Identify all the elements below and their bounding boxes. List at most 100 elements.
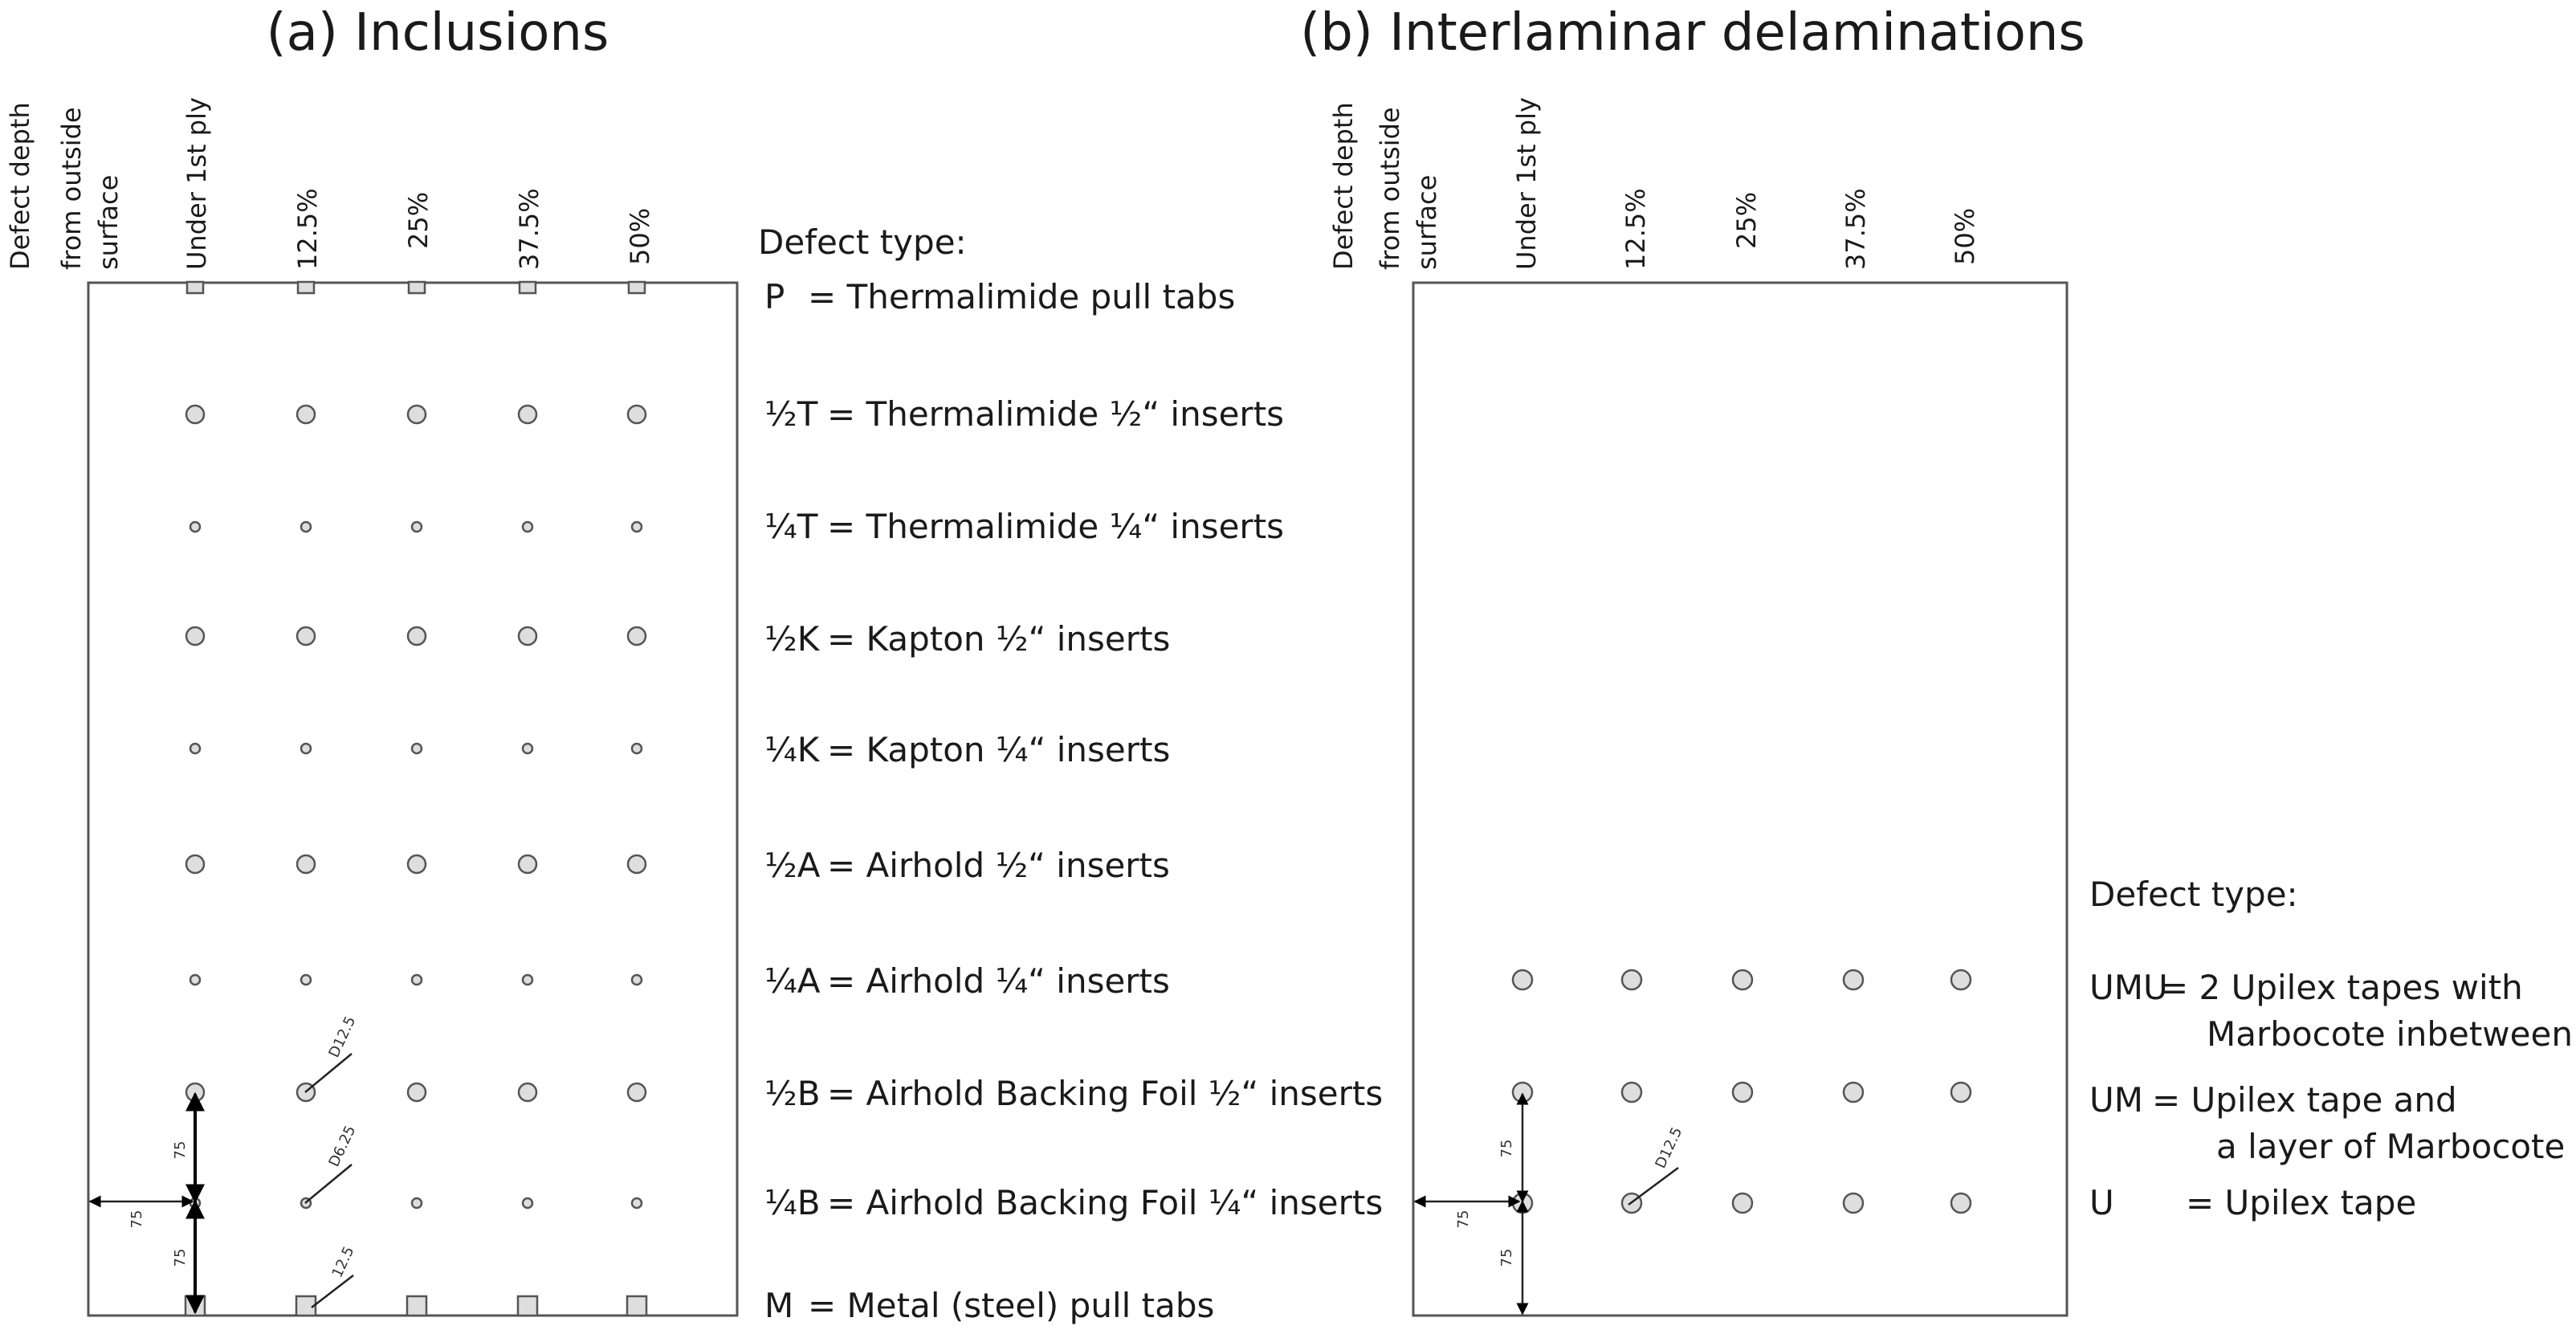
column-header-25: 25%	[1731, 192, 1762, 249]
depth-header-line-2: from outside	[56, 107, 87, 270]
defect-circle-r2-c3	[406, 404, 427, 425]
defect-circle-small-r5-c1	[189, 742, 202, 755]
legend-code-7: ¼A	[764, 961, 821, 1001]
dimension-label-v2: 75	[1498, 1249, 1515, 1267]
legend-description-5: = Kapton ¼“ inserts	[827, 730, 1170, 769]
panel-b-title: (b) Interlaminar delaminations	[1300, 3, 2085, 63]
depth-header-line-3: surface	[93, 175, 124, 270]
legend-code-8: ½B	[764, 1074, 821, 1113]
defect-circle-r6-c1	[185, 854, 206, 875]
defect-circle-small-r7-c2	[300, 973, 312, 986]
defect-circle-small-r7-c3	[410, 973, 423, 986]
defect-square-small-r1-c3	[407, 280, 426, 295]
depth-header-line-1: Defect depth	[1328, 102, 1359, 270]
legend-code-10: M	[764, 1286, 793, 1325]
delamination-r2-c5	[1950, 1081, 1972, 1104]
dimension-label-h: 75	[1455, 1210, 1472, 1229]
defect-circle-small-r5-c2	[300, 742, 312, 755]
defect-circle-r4-c4	[517, 626, 538, 647]
legend-description-3: = Thermalimide ¼“ inserts	[827, 507, 1284, 546]
defect-circle-small-r5-c5	[630, 742, 643, 755]
dimension-label-d6-25: D6.25	[325, 1123, 359, 1169]
delamination-r2-c4	[1842, 1081, 1865, 1104]
defect-circle-r2-c1	[185, 404, 206, 425]
legend-code-3: ¼T	[764, 507, 818, 546]
defect-square-small-r1-c5	[627, 280, 646, 295]
defect-square-small-r1-c2	[296, 280, 316, 295]
defect-circle-r6-c5	[626, 854, 647, 875]
legend-description-4: = Kapton ½“ inserts	[827, 619, 1170, 659]
delamination-r1-c1	[1511, 969, 1534, 991]
legend-description-8: = Airhold Backing Foil ½“ inserts	[827, 1074, 1383, 1113]
defect-circle-small-r9-c4	[521, 1197, 534, 1210]
panel-a-title: (a) Inclusions	[267, 3, 609, 63]
defect-circle-small-r3-c3	[410, 520, 423, 533]
legend-description-2-line-2: a layer of Marbocote	[2216, 1127, 2565, 1166]
defect-circle-r4-c5	[626, 626, 647, 647]
panel-a-dimensions: 75 75 75 D12.5 D6.25 12.5	[88, 1014, 359, 1315]
defect-circle-r8-c4	[517, 1082, 538, 1103]
legend-description-9: = Airhold Backing Foil ¼“ inserts	[827, 1183, 1383, 1222]
defect-circle-small-r3-c5	[630, 520, 643, 533]
defect-circle-r2-c5	[626, 404, 647, 425]
delamination-r1-c5	[1950, 969, 1972, 991]
legend-description-1-line-2: Marbocote inbetween	[2207, 1014, 2573, 1054]
panel-a-legend: Defect type: P = Thermalimide pull tabs ½T…	[758, 222, 1383, 1325]
delamination-r2-c3	[1731, 1081, 1754, 1104]
panel-b-depth-header: Defect depth from outside surface	[1328, 102, 1442, 270]
defect-circle-r4-c3	[406, 626, 427, 647]
dimension-label-v2: 75	[172, 1249, 189, 1267]
dimension-label-h: 75	[128, 1210, 145, 1229]
defect-circle-small-r3-c4	[521, 520, 534, 533]
legend-description-10: = Metal (steel) pull tabs	[808, 1286, 1214, 1325]
legend-heading: Defect type:	[2089, 875, 2298, 914]
defect-circle-small-r9-c5	[630, 1197, 643, 1210]
defect-circle-r4-c2	[296, 626, 316, 647]
legend-description-2: = Thermalimide ½“ inserts	[827, 394, 1284, 434]
legend-description-1: = Thermalimide pull tabs	[808, 277, 1235, 316]
defect-circle-r4-c1	[185, 626, 206, 647]
delamination-r2-c2	[1620, 1081, 1643, 1104]
column-header-under-1st-ply: Under 1st ply	[181, 97, 212, 270]
panel-b-dimensions: 75 75 75 D12.5	[1413, 1092, 1685, 1316]
defect-circle-r8-c3	[406, 1082, 427, 1103]
delamination-r3-c4	[1842, 1192, 1865, 1214]
defect-circle-small-r7-c5	[630, 973, 643, 986]
legend-code-2: ½T	[764, 394, 818, 434]
dimension-label-tab-width: 12.5	[328, 1244, 357, 1280]
defect-square-r10-c3	[406, 1295, 428, 1317]
legend-code-5: ¼K	[764, 730, 821, 769]
legend-code-6: ½A	[764, 846, 821, 885]
leader-line-d12-5	[304, 1053, 353, 1093]
defect-circle-r2-c2	[296, 404, 316, 425]
legend-code-9: ¼B	[764, 1183, 821, 1222]
dimension-label-v1: 75	[1498, 1140, 1515, 1158]
legend-description-6: = Airhold ½“ inserts	[827, 846, 1170, 885]
panel-b: (b) Interlaminar delaminations Defect de…	[1300, 3, 2573, 1317]
leader-line-d6-25	[304, 1164, 353, 1204]
dimension-label-d12-5: D12.5	[325, 1014, 359, 1060]
leader-line-tab-width	[311, 1275, 354, 1308]
delamination-r1-c3	[1731, 969, 1754, 991]
panel-b-test-panel	[1412, 281, 2069, 1317]
defect-square-r10-c5	[626, 1295, 648, 1317]
defect-circle-r6-c3	[406, 854, 427, 875]
legend-description-3: = Upilex tape	[2186, 1183, 2416, 1222]
depth-header-line-3: surface	[1412, 175, 1442, 270]
panel-a-test-panel	[87, 281, 739, 1317]
defect-circle-r2-c4	[517, 404, 538, 425]
panel-a-defect-grid	[184, 280, 648, 1317]
legend-code-3: U	[2089, 1183, 2114, 1222]
legend-description-2: = Upilex tape and	[2152, 1080, 2457, 1120]
legend-code-1: P	[764, 277, 785, 316]
legend-code-4: ½K	[764, 619, 821, 659]
legend-code-2: UM	[2089, 1080, 2143, 1120]
leader-line-d12-5	[1628, 1166, 1679, 1206]
depth-header-line-1: Defect depth	[5, 102, 35, 270]
defect-square-small-r1-c1	[185, 280, 205, 295]
depth-header-line-2: from outside	[1375, 107, 1405, 270]
delamination-r1-c2	[1620, 969, 1643, 991]
column-header-25: 25%	[403, 192, 434, 249]
legend-description-7: = Airhold ¼“ inserts	[827, 961, 1170, 1001]
